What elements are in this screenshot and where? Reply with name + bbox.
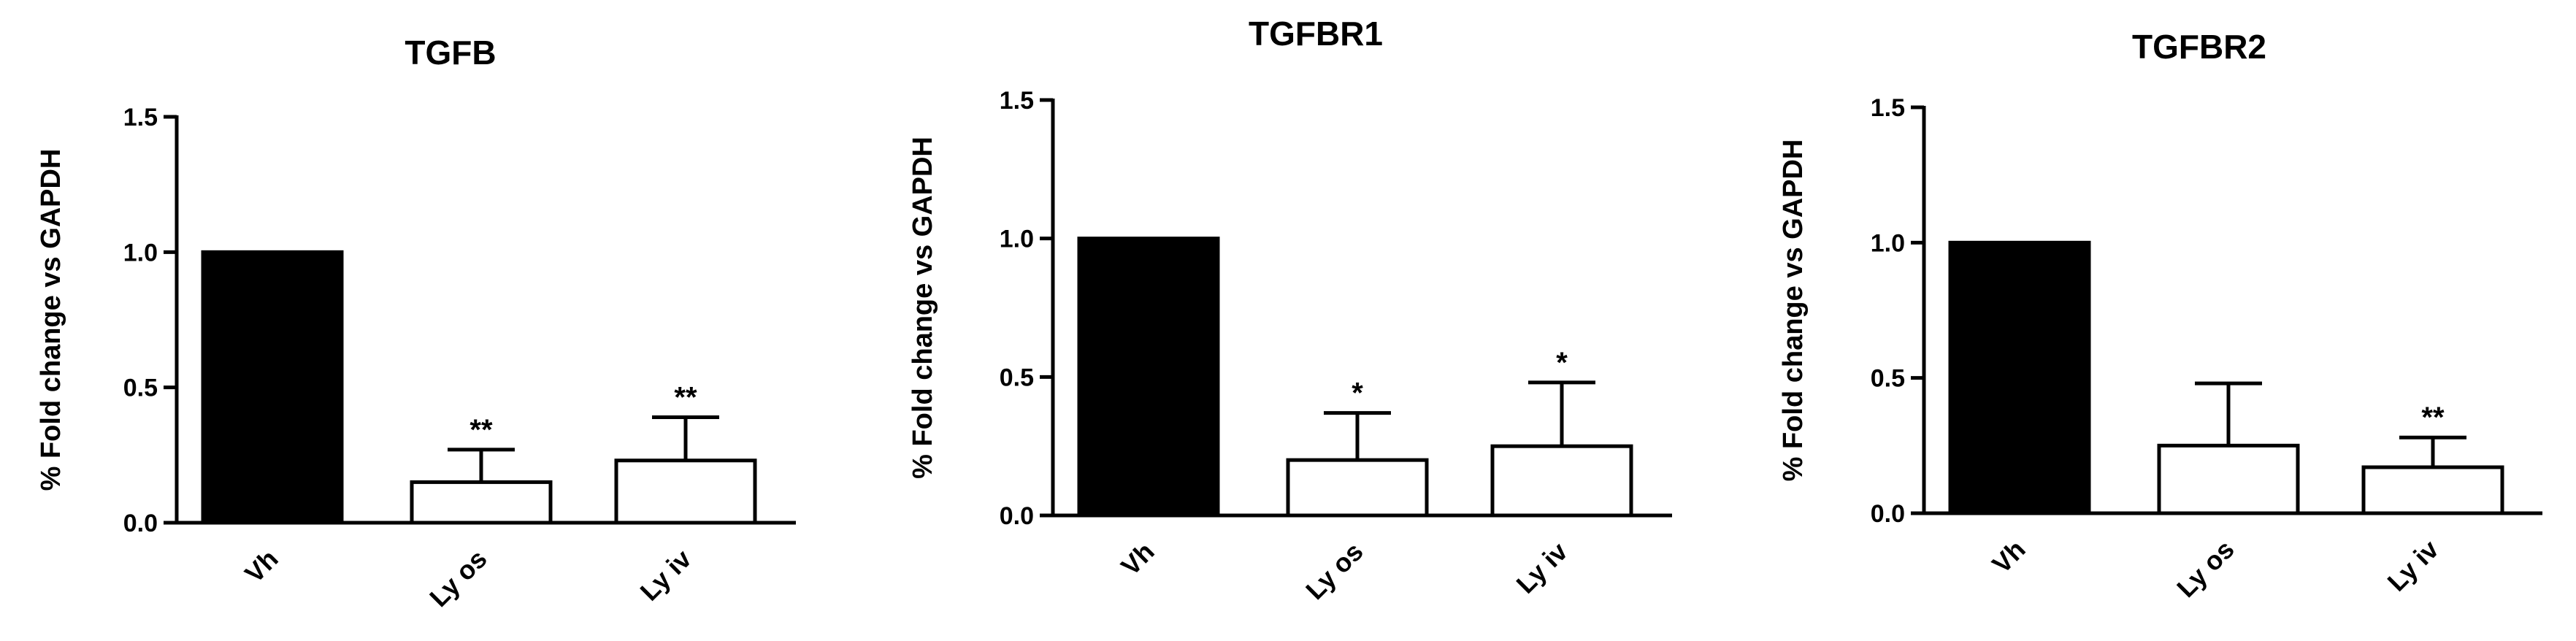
x-tick-label: Vh bbox=[239, 544, 284, 589]
x-tick-label: Ly iv bbox=[2382, 534, 2445, 597]
significance-marker: * bbox=[1556, 347, 1568, 379]
chart-title: TGFBR2 bbox=[2132, 28, 2266, 66]
significance-marker: ** bbox=[674, 381, 697, 413]
chart-panel-tgfbr2: TGFBR2 % Fold change vs GAPDH 0.0 0.5 1.0 1.5… bbox=[1717, 0, 2576, 637]
chart-tgfbr2: TGFBR2 % Fold change vs GAPDH 0.0 0.5 1.0 1.5… bbox=[1778, 28, 2542, 604]
x-tick-label: Ly iv bbox=[635, 544, 697, 607]
x-tick-label: Vh bbox=[1115, 537, 1160, 582]
y-tick-label: 1.5 bbox=[1000, 87, 1034, 115]
chart-panel-tgfb: TGFB % Fold change vs GAPDH 0.0 0.5 1.0 1.5 Vh… bbox=[0, 0, 859, 637]
y-tick-label: 0.5 bbox=[1000, 364, 1034, 391]
chart-tgfbr1: TGFBR1 % Fold change vs GAPDH 0.0 0.5 1.0 1.5… bbox=[908, 15, 1672, 606]
bar bbox=[1490, 444, 1633, 518]
significance-marker: ** bbox=[469, 414, 493, 446]
bar bbox=[410, 480, 553, 525]
chart-panel-tgfbr1: TGFBR1 % Fold change vs GAPDH 0.0 0.5 1.0 1.5… bbox=[859, 0, 1717, 637]
bar bbox=[2157, 443, 2300, 515]
chart-tgfb: TGFB % Fold change vs GAPDH 0.0 0.5 1.0 1.5 Vh… bbox=[36, 34, 796, 613]
y-tick-label: 1.0 bbox=[123, 239, 158, 266]
y-axis-label: % Fold change vs GAPDH bbox=[36, 149, 66, 491]
bar bbox=[1948, 240, 2091, 515]
y-tick-label: 0.0 bbox=[1871, 500, 1905, 528]
x-tick-label: Vh bbox=[1986, 534, 2031, 580]
chart-title: TGFBR1 bbox=[1249, 15, 1383, 53]
y-tick-label: 0.0 bbox=[123, 510, 158, 537]
bar bbox=[201, 250, 344, 525]
x-tick-label: Ly iv bbox=[1511, 537, 1573, 599]
y-axis-label: % Fold change vs GAPDH bbox=[908, 137, 938, 479]
y-axis-label: % Fold change vs GAPDH bbox=[1778, 139, 1809, 482]
y-tick-label: 0.5 bbox=[1871, 365, 1905, 393]
y-tick-label: 1.0 bbox=[1871, 229, 1905, 257]
x-tick-label: Ly os bbox=[1300, 537, 1369, 606]
y-tick-label: 0.5 bbox=[123, 375, 158, 402]
y-tick-label: 0.0 bbox=[1000, 502, 1034, 530]
x-tick-label: Ly os bbox=[2171, 534, 2240, 604]
significance-marker: ** bbox=[2421, 402, 2445, 434]
significance-marker: * bbox=[1352, 377, 1363, 410]
y-tick-label: 1.5 bbox=[123, 104, 158, 131]
y-tick-label: 1.0 bbox=[1000, 226, 1034, 253]
y-tick-label: 1.5 bbox=[1871, 94, 1905, 122]
x-tick-label: Ly os bbox=[423, 544, 493, 613]
chart-title: TGFB bbox=[405, 34, 496, 72]
bar bbox=[614, 458, 757, 525]
bar bbox=[1286, 458, 1429, 518]
bar bbox=[2361, 465, 2504, 515]
bar bbox=[1077, 237, 1220, 518]
